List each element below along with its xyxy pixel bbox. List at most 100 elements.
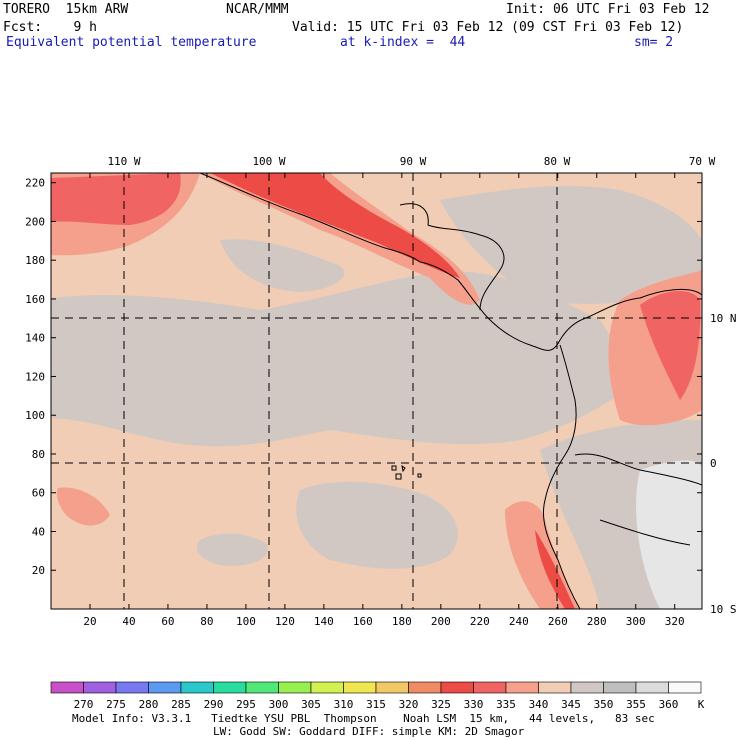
x-tick-label: 240 xyxy=(509,615,529,628)
x-tick-label: 320 xyxy=(665,615,685,628)
colorbar-label: 330 xyxy=(464,698,484,711)
colorbar-swatch xyxy=(635,681,669,694)
x-tick-label: 40 xyxy=(122,615,135,628)
forecast-hour: Fcst: 9 h xyxy=(3,20,97,35)
longitude-label: 90 W xyxy=(400,155,427,168)
colorbar-label: 355 xyxy=(626,698,646,711)
field-layer xyxy=(51,173,702,609)
colorbar-label: 350 xyxy=(594,698,614,711)
latitude-label: 0 xyxy=(710,457,717,470)
x-tick-label: 160 xyxy=(353,615,373,628)
colorbar-swatch xyxy=(473,681,507,694)
y-tick-label: 80 xyxy=(32,448,45,461)
x-tick-label: 60 xyxy=(161,615,174,628)
colorbar-label: 290 xyxy=(204,698,224,711)
coastline-andes-border xyxy=(574,453,702,546)
colorbar-swatch xyxy=(668,681,702,694)
colorbar-swatch xyxy=(375,681,409,694)
light-gray-amazon xyxy=(636,460,702,609)
colorbar-swatch xyxy=(83,681,117,694)
colorbar-label: 335 xyxy=(496,698,516,711)
colorbar-swatch xyxy=(310,681,344,694)
y-tick-label: 160 xyxy=(25,293,45,306)
colorbar-label: 315 xyxy=(366,698,386,711)
colorbar-label: 285 xyxy=(171,698,191,711)
coastline-south-america xyxy=(542,289,702,609)
colorbar-swatch xyxy=(343,681,377,694)
latitude-label: 10 S xyxy=(710,603,737,616)
longitude-label: 110 W xyxy=(107,155,140,168)
x-axis: 20 40 60 80 100 120 140 160 180 200 220 240 260 280 30… xyxy=(83,173,685,628)
model-label: TORERO 15km ARW xyxy=(3,2,129,17)
colorbar-swatch xyxy=(148,681,182,694)
x-tick-label: 100 xyxy=(236,615,256,628)
coastline-mexico xyxy=(199,173,587,351)
colorbar-swatch xyxy=(180,681,214,694)
x-tick-label: 200 xyxy=(431,615,451,628)
colorbar-swatch xyxy=(408,681,442,694)
x-tick-label: 80 xyxy=(200,615,213,628)
y-tick-label: 180 xyxy=(25,254,45,267)
red-peru-coast xyxy=(535,530,575,609)
longitude-labels: 110 W 100 W 90 W 80 W 70 W xyxy=(107,155,715,168)
longitude-label: 100 W xyxy=(252,155,285,168)
colorbar-unit: K xyxy=(698,698,705,711)
colorbar-label: 270 xyxy=(74,698,94,711)
colorbar-label: 360 xyxy=(659,698,679,711)
y-tick-label: 220 xyxy=(25,177,45,190)
field-title: Equivalent potential temperature xyxy=(6,35,257,50)
y-tick-label: 200 xyxy=(25,215,45,228)
salmon-west xyxy=(56,487,110,526)
x-tick-label: 20 xyxy=(83,615,96,628)
x-tick-label: 260 xyxy=(548,615,568,628)
model-info: Model Info: V3.3.1 Tiedtke YSU PBL Thomp… xyxy=(72,712,655,725)
center-label: NCAR/MMM xyxy=(226,2,289,17)
colorbar-swatch xyxy=(50,681,84,694)
x-tick-label: 300 xyxy=(626,615,646,628)
y-tick-label: 100 xyxy=(25,409,45,422)
gray-caribbean xyxy=(440,185,702,304)
colorbar-swatch xyxy=(213,681,247,694)
colorbar-label: 300 xyxy=(269,698,289,711)
colorbar-swatch xyxy=(440,681,474,694)
latitude-labels: 10 N 0 10 S xyxy=(710,312,737,616)
y-tick-label: 20 xyxy=(32,564,45,577)
colorbar-swatch xyxy=(278,681,312,694)
graticule xyxy=(51,173,702,609)
galapagos-islands xyxy=(391,464,422,480)
smoothing-label: sm= 2 xyxy=(634,35,674,50)
colorbar-swatch xyxy=(570,681,604,694)
y-axis: 20 40 60 80 100 120 140 160 180 200 220 xyxy=(25,177,702,577)
longitude-label: 80 W xyxy=(544,155,571,168)
colorbar: 270 275 280 285 290 295 300 305 310 315 320 325 330 3… xyxy=(50,681,705,711)
y-tick-label: 140 xyxy=(25,332,45,345)
gray-band-central xyxy=(51,271,640,447)
y-tick-label: 40 xyxy=(32,525,45,538)
colorbar-label: 340 xyxy=(529,698,549,711)
salmon-mexico-coast xyxy=(200,173,480,305)
valid-time: Valid: 15 UTC Fri 03 Feb 12 (09 CST Fri … xyxy=(292,20,684,35)
colorbar-swatch xyxy=(603,681,637,694)
red-northwest xyxy=(51,173,181,225)
latitude-label: 10 N xyxy=(710,312,737,325)
colorbar-label: 275 xyxy=(106,698,126,711)
colorbar-label: 280 xyxy=(139,698,159,711)
model-physics: LW: Godd SW: Goddard DIFF: simple KM: 2D… xyxy=(213,725,525,738)
y-tick-label: 60 xyxy=(32,487,45,500)
colorbar-swatch xyxy=(538,681,572,694)
x-tick-label: 280 xyxy=(587,615,607,628)
x-tick-label: 220 xyxy=(470,615,490,628)
x-tick-label: 140 xyxy=(314,615,334,628)
colorbar-label: 310 xyxy=(334,698,354,711)
x-tick-label: 120 xyxy=(275,615,295,628)
level-label: at k-index = 44 xyxy=(340,35,466,50)
gray-band-southwest xyxy=(196,533,269,566)
colorbar-swatch xyxy=(505,681,539,694)
init-time: Init: 06 UTC Fri 03 Feb 12 xyxy=(506,2,710,17)
coastline-caribbean xyxy=(399,203,505,311)
colorbar-label: 345 xyxy=(561,698,581,711)
colorbar-label: 320 xyxy=(399,698,419,711)
colorbar-swatch xyxy=(245,681,279,694)
colorbar-label: 295 xyxy=(236,698,256,711)
